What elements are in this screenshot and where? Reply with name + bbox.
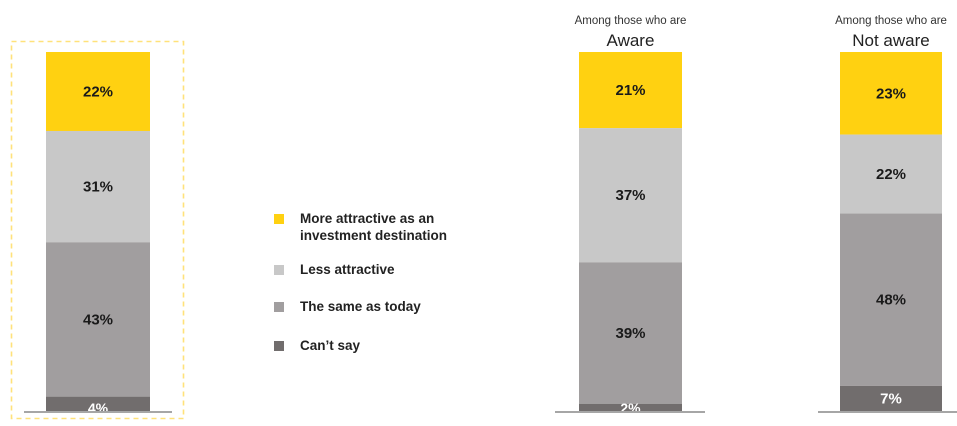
data-label: 39% <box>615 325 645 342</box>
data-label: 7% <box>880 390 902 407</box>
data-label: 23% <box>876 85 906 102</box>
legend-label: The same as today <box>300 299 421 314</box>
legend-swatch-less-attractive <box>274 265 284 275</box>
bar-segment <box>579 262 682 404</box>
bar-segment <box>46 130 150 243</box>
bar-segment <box>579 128 682 263</box>
legend-label: Can’t say <box>300 338 361 353</box>
legend-swatch-cant-say <box>274 341 284 351</box>
data-label: 22% <box>83 83 113 100</box>
highlight-frame <box>10 40 185 420</box>
legend-swatch-more-attractive <box>274 214 284 224</box>
bar-segment <box>579 52 682 129</box>
data-label: 48% <box>876 292 906 309</box>
legend-item-same-as-today: The same as today <box>272 298 421 315</box>
legend-label-line2: investment destination <box>300 228 448 243</box>
data-label: 4% <box>88 400 109 416</box>
bar-segment <box>579 403 682 411</box>
legend-item-less-attractive: Less attractive <box>272 261 395 278</box>
data-label: 43% <box>83 311 113 328</box>
bar-segment <box>46 52 150 131</box>
legend-item-cant-say: Can’t say <box>272 337 360 354</box>
legend-item-more-attractive: More attractive as an investment destina… <box>272 210 447 244</box>
bar-segment <box>46 242 150 397</box>
category-caption: Among those who are <box>575 15 687 27</box>
bar-segment <box>840 213 942 386</box>
legend-label: Less attractive <box>300 262 395 277</box>
bar-segment <box>840 52 942 135</box>
category-label: Aware <box>607 31 655 50</box>
data-label: 31% <box>83 179 113 196</box>
data-label: 22% <box>876 166 906 183</box>
bar-segment <box>840 385 942 411</box>
legend-swatch-same-as-today <box>274 302 284 312</box>
data-label: 2% <box>620 400 641 416</box>
data-label: 37% <box>615 187 645 204</box>
bar-segment <box>46 396 150 411</box>
category-caption: Among those who are <box>835 15 947 27</box>
category-label: Not aware <box>852 31 929 50</box>
data-label: 21% <box>615 82 645 99</box>
legend-label-line1: More attractive as an <box>300 211 435 226</box>
bar-segment <box>840 134 942 214</box>
